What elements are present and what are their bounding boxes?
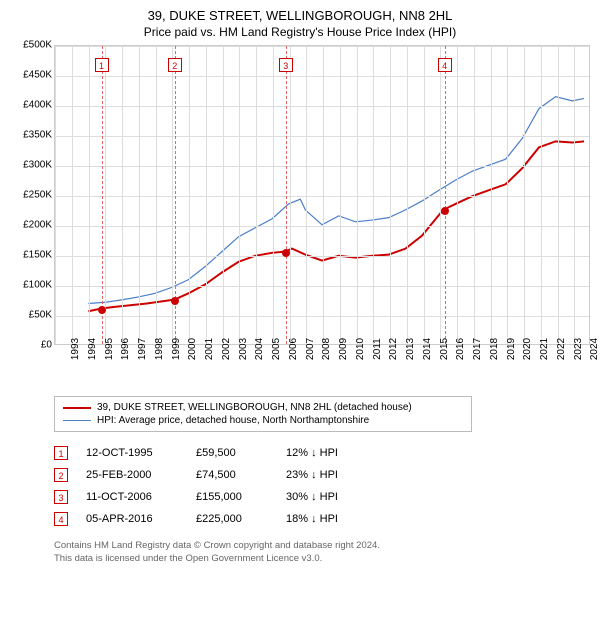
y-tick-label: £400K	[23, 100, 52, 111]
sale-badge: 3	[54, 490, 68, 504]
y-tick-label: £50K	[29, 310, 52, 321]
marker-badge: 1	[95, 58, 109, 72]
footer: Contains HM Land Registry data © Crown c…	[54, 540, 590, 566]
legend-swatch	[63, 407, 91, 409]
sale-badge: 2	[54, 468, 68, 482]
sale-diff: 30% ↓ HPI	[286, 491, 386, 503]
series-hpi	[88, 97, 584, 304]
y-tick-label: £300K	[23, 160, 52, 171]
sale-diff: 12% ↓ HPI	[286, 447, 386, 459]
sales-row: 1 12-OCT-1995£59,50012% ↓ HPI	[54, 442, 590, 464]
y-tick-label: £350K	[23, 130, 52, 141]
marker-badge: 2	[168, 58, 182, 72]
page-subtitle: Price paid vs. HM Land Registry's House …	[10, 25, 590, 39]
y-tick-label: £500K	[23, 40, 52, 51]
sale-point	[282, 249, 290, 257]
price-chart: £0 £50K £100K £150K £200K £250K £300K £350K £400…	[10, 45, 590, 390]
y-tick-label: £200K	[23, 220, 52, 231]
marker-line	[286, 46, 287, 344]
x-tick-label: 2025	[590, 338, 600, 360]
sale-price: £74,500	[196, 469, 286, 481]
sale-badge: 4	[54, 512, 68, 526]
sale-point	[171, 297, 179, 305]
marker-badge: 4	[438, 58, 452, 72]
y-tick-label: £0	[41, 340, 52, 351]
marker-line	[102, 46, 103, 344]
y-tick-label: £150K	[23, 250, 52, 261]
marker-badge: 3	[279, 58, 293, 72]
legend-item-hpi: HPI: Average price, detached house, Nort…	[63, 414, 463, 427]
footer-line: Contains HM Land Registry data © Crown c…	[54, 540, 590, 553]
sale-price: £225,000	[196, 513, 286, 525]
plot-area: 1 2 3 4	[54, 45, 590, 345]
legend-label: HPI: Average price, detached house, Nort…	[97, 415, 369, 426]
marker-line	[445, 46, 446, 344]
sale-date: 05-APR-2016	[86, 513, 196, 525]
y-axis: £0£50K£100K£150K£200K£250K£300K£350K£400…	[10, 45, 54, 345]
sale-point	[441, 207, 449, 215]
sale-diff: 18% ↓ HPI	[286, 513, 386, 525]
legend: 39, DUKE STREET, WELLINGBOROUGH, NN8 2HL…	[54, 396, 472, 432]
x-axis: 1993199419951996199719981999200020012002…	[54, 345, 590, 390]
y-tick-label: £100K	[23, 280, 52, 291]
sale-diff: 23% ↓ HPI	[286, 469, 386, 481]
sale-point	[98, 306, 106, 314]
legend-item-property: 39, DUKE STREET, WELLINGBOROUGH, NN8 2HL…	[63, 401, 463, 414]
sale-badge: 1	[54, 446, 68, 460]
y-tick-label: £250K	[23, 190, 52, 201]
sale-date: 25-FEB-2000	[86, 469, 196, 481]
sale-date: 12-OCT-1995	[86, 447, 196, 459]
page-title: 39, DUKE STREET, WELLINGBOROUGH, NN8 2HL	[10, 8, 590, 23]
footer-line: This data is licensed under the Open Gov…	[54, 553, 590, 566]
legend-label: 39, DUKE STREET, WELLINGBOROUGH, NN8 2HL…	[97, 402, 412, 413]
sale-price: £155,000	[196, 491, 286, 503]
sales-row: 3 11-OCT-2006£155,00030% ↓ HPI	[54, 486, 590, 508]
legend-swatch	[63, 420, 91, 422]
y-tick-label: £450K	[23, 70, 52, 81]
sales-row: 4 05-APR-2016£225,00018% ↓ HPI	[54, 508, 590, 530]
sales-row: 2 25-FEB-2000£74,50023% ↓ HPI	[54, 464, 590, 486]
chart-lines	[55, 46, 589, 344]
sale-date: 11-OCT-2006	[86, 491, 196, 503]
sale-price: £59,500	[196, 447, 286, 459]
sales-table: 1 12-OCT-1995£59,50012% ↓ HPI 2 25-FEB-2000…	[54, 442, 590, 530]
